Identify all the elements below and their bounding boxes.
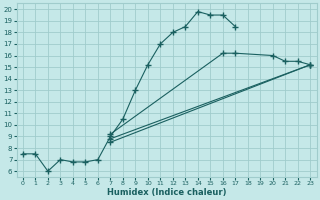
X-axis label: Humidex (Indice chaleur): Humidex (Indice chaleur) [107,188,226,197]
